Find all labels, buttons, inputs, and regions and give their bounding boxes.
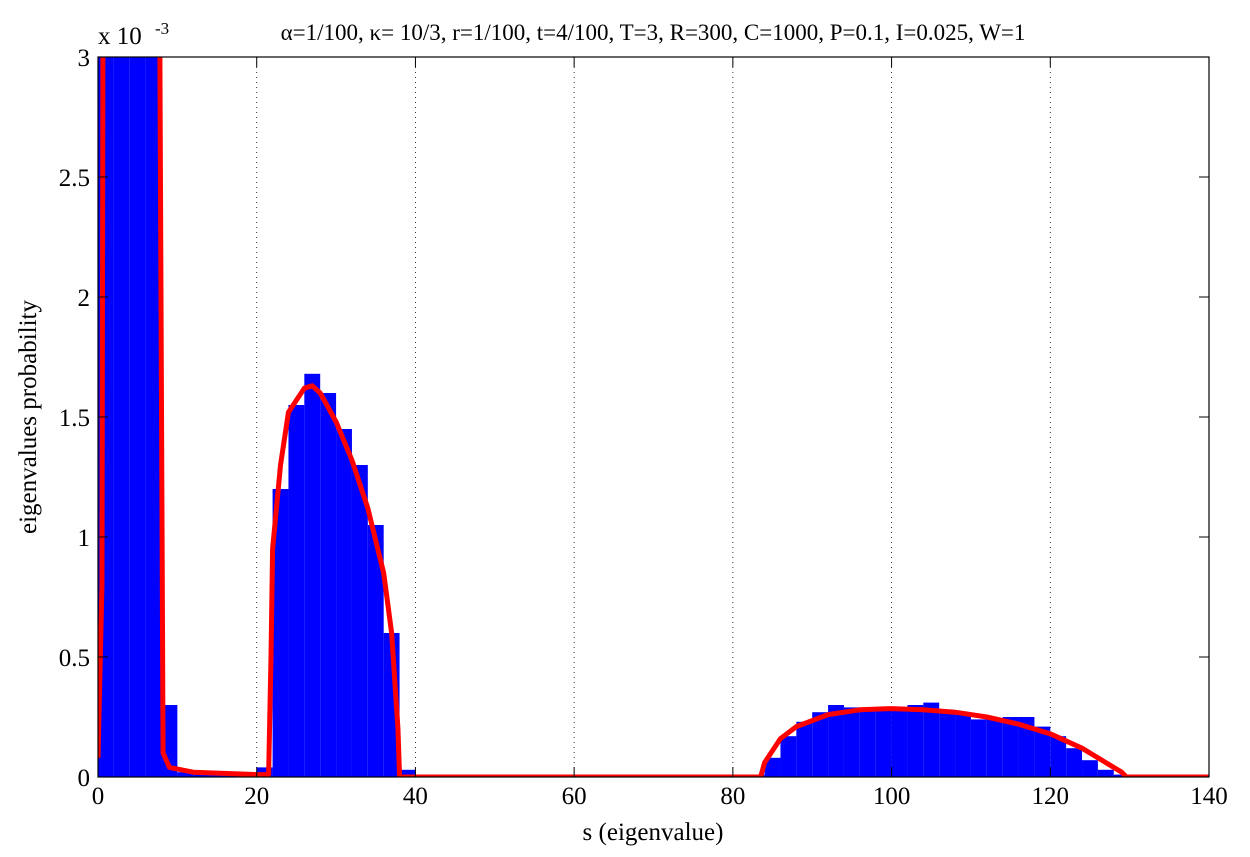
y-tick-label: 2 [78, 285, 91, 312]
histogram-bar [859, 709, 876, 777]
histogram-bar [796, 721, 813, 777]
x-tick-label: 60 [562, 783, 587, 810]
ticks: 0 20 40 60 80 100 120 140 0 0.5 1 1.5 2 2.5 3 [59, 45, 1228, 810]
histogram-bar [828, 705, 844, 777]
y-tick-label: 0 [78, 765, 91, 792]
x-axis-label: s (eigenvalue) [583, 819, 724, 846]
histogram-bar [939, 709, 956, 777]
histogram-bar [272, 489, 289, 777]
histogram-bar [764, 757, 781, 777]
histogram-bar [923, 702, 940, 777]
histogram-bar [336, 429, 352, 777]
y-tick-label: 3 [78, 45, 91, 72]
histogram-bar [1002, 717, 1019, 777]
x-tick-label: 120 [1032, 783, 1070, 810]
histogram-bar [1082, 760, 1098, 777]
y-tick-label: 1.5 [59, 405, 90, 432]
grid [97, 57, 1210, 777]
histogram-bar [1097, 769, 1114, 777]
histogram-bar [129, 57, 146, 777]
histogram-bar [193, 774, 210, 777]
y-multiplier-exponent: -3 [155, 19, 169, 38]
fit-line [98, 57, 1209, 777]
histogram-bar [177, 772, 194, 777]
y-tick-label: 1 [78, 525, 91, 552]
histogram-bar [970, 719, 987, 777]
histogram-bar [1050, 736, 1067, 777]
y-tick-label: 2.5 [59, 165, 90, 192]
y-tick-label: 0.5 [59, 645, 90, 672]
x-tick-label: 40 [403, 783, 428, 810]
histogram-bar [145, 57, 162, 777]
histogram-bar [780, 736, 797, 777]
histogram-bar [843, 707, 860, 777]
y-multiplier: x 10 [98, 23, 142, 50]
histogram-bar [351, 465, 368, 777]
histogram-bar [304, 373, 321, 777]
plot-area [98, 57, 1209, 777]
x-tick-label: 100 [873, 783, 911, 810]
histogram-bar [399, 769, 416, 777]
histogram-bar [320, 393, 337, 777]
histogram-bar [875, 709, 892, 777]
histogram-bar [907, 705, 924, 777]
histogram-bar [986, 719, 1003, 777]
histogram-bar [1018, 717, 1035, 777]
histogram-bar [209, 774, 225, 777]
x-tick-label: 0 [92, 783, 105, 810]
histogram-bar [812, 712, 829, 777]
histogram-bar [288, 405, 305, 777]
y-axis-label: eigenvalues probability [15, 300, 42, 534]
histogram-bar [955, 714, 971, 777]
histogram-bar [891, 709, 908, 777]
chart-title: α=1/100, κ= 10/3, r=1/100, t=4/100, T=3,… [281, 20, 1026, 45]
histogram-bar [367, 525, 384, 777]
x-tick-label: 140 [1190, 783, 1228, 810]
histogram-bar [113, 57, 130, 777]
x-tick-label: 80 [720, 783, 745, 810]
histogram-bar [1113, 774, 1130, 777]
histogram-bar [1066, 748, 1083, 777]
histogram-bar [1034, 726, 1051, 777]
x-tick-label: 20 [244, 783, 269, 810]
